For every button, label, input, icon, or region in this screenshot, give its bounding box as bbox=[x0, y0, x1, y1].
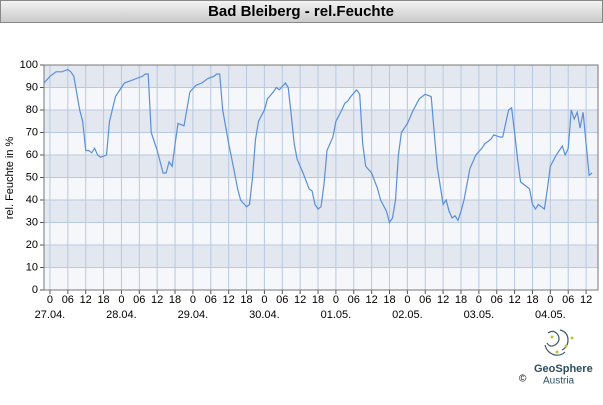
band bbox=[44, 177, 598, 200]
date-label: 29.04. bbox=[178, 309, 209, 321]
logo-name: GeoSphere bbox=[534, 363, 593, 375]
band bbox=[44, 245, 598, 268]
band bbox=[44, 132, 598, 155]
x-tick-label: 0 bbox=[261, 294, 267, 306]
x-tick-label: 12 bbox=[80, 294, 92, 306]
x-tick-label: 06 bbox=[276, 294, 288, 306]
x-tick-label: 06 bbox=[133, 294, 145, 306]
y-tick-label: 90 bbox=[26, 81, 38, 93]
date-label: 30.04. bbox=[249, 309, 280, 321]
x-tick-label: 18 bbox=[169, 294, 181, 306]
logo-icon bbox=[544, 329, 569, 356]
date-label: 28.04. bbox=[106, 309, 137, 321]
date-label: 27.04. bbox=[35, 309, 66, 321]
band bbox=[44, 267, 598, 290]
x-tick-label: 18 bbox=[240, 294, 252, 306]
x-tick-label: 18 bbox=[455, 294, 467, 306]
x-tick-label: 12 bbox=[223, 294, 235, 306]
x-tick-label: 0 bbox=[476, 294, 482, 306]
copyright: © bbox=[519, 374, 527, 385]
x-tick-label: 18 bbox=[312, 294, 324, 306]
plot-frame bbox=[43, 64, 599, 291]
y-tick-label: 20 bbox=[26, 239, 38, 251]
band bbox=[44, 110, 598, 133]
y-tick-label: 100 bbox=[20, 59, 38, 71]
x-tick-label: 06 bbox=[205, 294, 217, 306]
x-tick-label: 18 bbox=[97, 294, 109, 306]
x-tick-label: 12 bbox=[508, 294, 520, 306]
x-tick-label: 06 bbox=[491, 294, 503, 306]
x-tick-label: 12 bbox=[294, 294, 306, 306]
x-tick-label: 06 bbox=[562, 294, 574, 306]
y-tick-label: 10 bbox=[26, 261, 38, 273]
band bbox=[44, 87, 598, 110]
x-tick-label: 12 bbox=[151, 294, 163, 306]
logo-dots bbox=[550, 335, 574, 354]
date-label: 01.05. bbox=[321, 309, 352, 321]
y-tick-label: 60 bbox=[26, 149, 38, 161]
y-tick-label: 50 bbox=[26, 171, 38, 183]
y-axis-label: rel. Feuchte in % bbox=[4, 137, 16, 220]
chart-title: Bad Bleiberg - rel.Feuchte bbox=[208, 3, 394, 20]
y-tick-label: 70 bbox=[26, 126, 38, 138]
band bbox=[44, 65, 598, 88]
y-tick-label: 0 bbox=[32, 284, 38, 296]
x-tick-label: 0 bbox=[547, 294, 553, 306]
y-tick-label: 30 bbox=[26, 216, 38, 228]
logo: GeoSphere Austria © bbox=[519, 329, 593, 387]
x-tick-label: 0 bbox=[118, 294, 124, 306]
date-label: 04.05. bbox=[535, 309, 566, 321]
y-tick-label: 80 bbox=[26, 104, 38, 116]
date-label: 03.05. bbox=[464, 309, 495, 321]
x-tick-label: 0 bbox=[190, 294, 196, 306]
x-tick-label: 18 bbox=[526, 294, 538, 306]
plot-area: 0 10 20 30 40 50 60 70 80 90 100 0 06 12 18 0 06 12 18 0 06 1… bbox=[20, 59, 599, 321]
x-tick-label: 0 bbox=[333, 294, 339, 306]
date-label: 02.05. bbox=[392, 309, 423, 321]
x-tick-label: 12 bbox=[437, 294, 449, 306]
x-tick-label: 06 bbox=[348, 294, 360, 306]
band bbox=[44, 155, 598, 178]
x-tick-label: 06 bbox=[419, 294, 431, 306]
band bbox=[44, 222, 598, 245]
x-tick-label: 12 bbox=[366, 294, 378, 306]
x-tick-label: 0 bbox=[47, 294, 53, 306]
x-tick-label: 12 bbox=[580, 294, 592, 306]
x-tick-label: 18 bbox=[383, 294, 395, 306]
y-tick-label: 40 bbox=[26, 194, 38, 206]
x-tick-label: 06 bbox=[62, 294, 74, 306]
logo-country: Austria bbox=[543, 376, 575, 387]
x-tick-label: 0 bbox=[404, 294, 410, 306]
data-line bbox=[43, 68, 593, 224]
